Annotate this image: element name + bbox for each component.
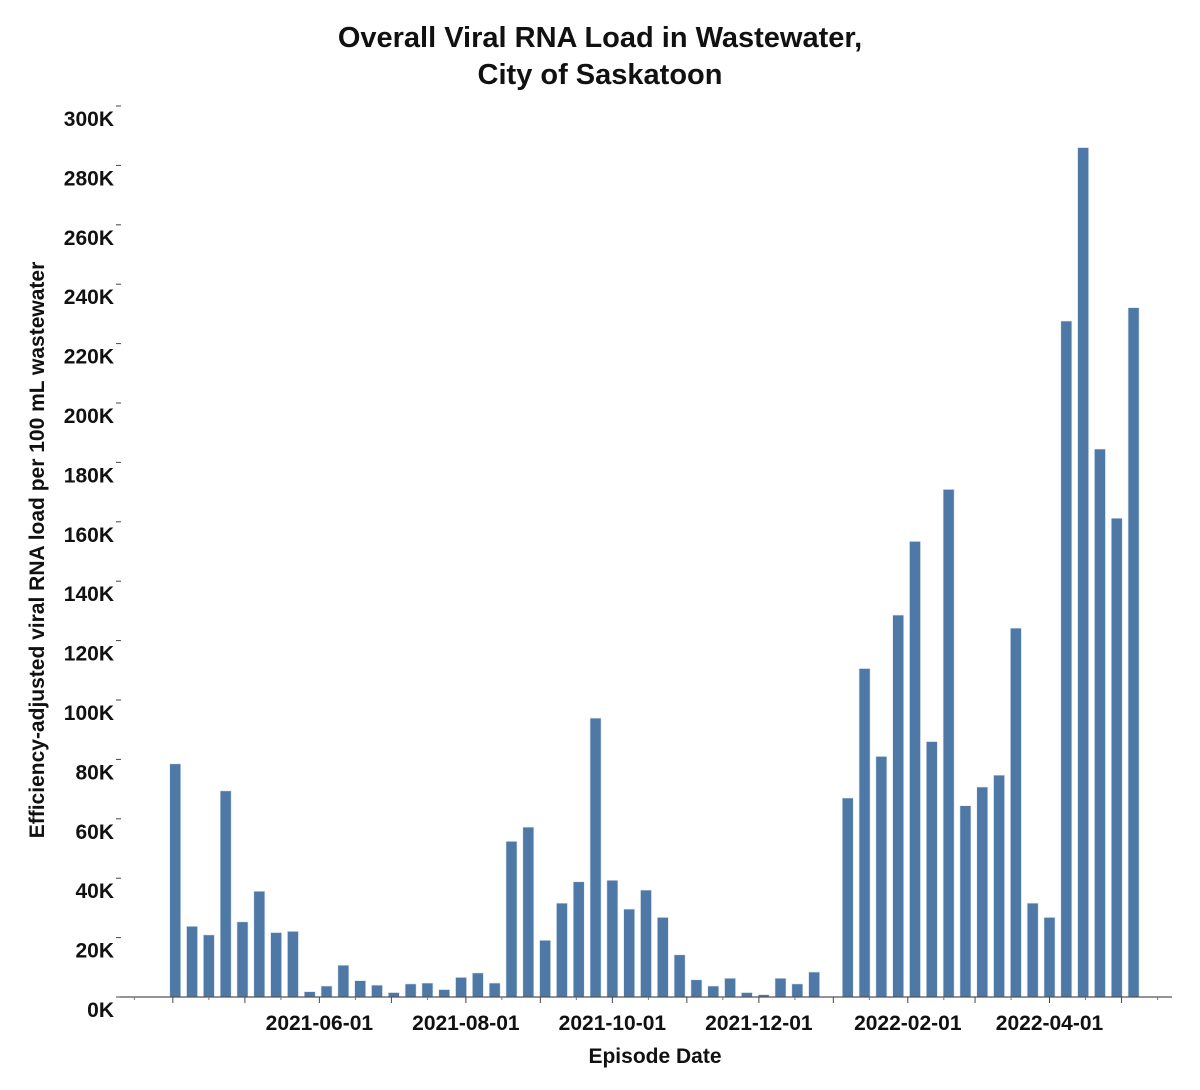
bar <box>976 786 989 998</box>
bar <box>472 972 484 998</box>
bar <box>354 980 366 998</box>
bar <box>488 982 501 998</box>
x-tick-label: 2021-06-01 <box>266 1012 374 1035</box>
bar <box>1077 147 1089 998</box>
bar <box>926 741 938 998</box>
bar <box>589 717 602 998</box>
bar <box>270 932 282 998</box>
bar <box>572 881 585 998</box>
bar <box>505 841 518 998</box>
y-axis: 0K 20K 40K 60K 80K 100K 120K 140K 160K 180K 200K 22… <box>64 105 121 1022</box>
bar <box>203 934 215 998</box>
x-tick-label: 2021-10-01 <box>559 1012 667 1035</box>
bar <box>909 541 921 998</box>
bar <box>892 614 904 998</box>
bar <box>556 902 568 998</box>
bars-group <box>169 147 1140 998</box>
x-axis: 2021-06-01 2021-08-01 2021-10-01 2021-12-01… <box>120 996 1172 1035</box>
bar <box>858 668 871 998</box>
bar <box>741 992 753 998</box>
y-tick-label: 20K <box>75 940 114 963</box>
bar <box>690 979 703 998</box>
bar <box>388 992 400 998</box>
bar <box>186 926 198 998</box>
y-tick-label: 60K <box>75 821 114 844</box>
y-tick-label: 180K <box>64 464 114 487</box>
bar <box>1060 320 1073 998</box>
bar <box>371 984 383 998</box>
bar <box>337 964 350 998</box>
bar <box>1043 917 1056 998</box>
chart-title: Overall Viral RNA Load in Wastewater, Ci… <box>0 20 1200 94</box>
bar <box>1110 517 1123 998</box>
y-tick-label: 260K <box>64 227 114 250</box>
bar <box>438 989 451 998</box>
bar <box>724 977 736 998</box>
chart-title-line-1: Overall Viral RNA Load in Wastewater, <box>337 22 863 54</box>
bar <box>791 983 804 998</box>
bar <box>320 985 333 998</box>
bar <box>707 985 720 998</box>
bar <box>942 489 955 998</box>
y-tick-label: 100K <box>64 702 114 725</box>
bar <box>219 790 232 998</box>
bar <box>1026 902 1039 998</box>
y-tick-label: 220K <box>64 346 114 369</box>
bar <box>303 991 316 998</box>
bar <box>640 889 652 998</box>
bar <box>236 921 249 998</box>
bar <box>993 774 1005 998</box>
y-tick-label: 80K <box>75 761 114 784</box>
x-tick-label: 2021-08-01 <box>412 1012 520 1035</box>
bar <box>875 756 888 998</box>
bar <box>404 983 417 998</box>
bar <box>522 826 535 998</box>
bar <box>959 805 972 998</box>
bar <box>1010 627 1022 998</box>
bar <box>455 977 467 998</box>
bar <box>421 982 434 998</box>
bar <box>169 763 182 998</box>
chart-title-line-2: City of Saskatoon <box>477 59 723 91</box>
bar <box>808 971 820 998</box>
bar <box>539 939 551 998</box>
y-tick-label: 280K <box>64 167 114 190</box>
y-tick-label: 140K <box>64 583 114 606</box>
y-tick-label: 240K <box>64 286 114 309</box>
x-tick-label: 2022-02-01 <box>854 1012 962 1035</box>
bar <box>841 797 854 998</box>
y-tick-label: 200K <box>64 405 114 428</box>
bar <box>1094 448 1106 998</box>
y-tick-label: 160K <box>64 524 114 547</box>
y-axis-label: Efficiency-adjusted viral RNA load per 1… <box>26 262 49 839</box>
bar <box>1127 307 1140 998</box>
y-tick-label: 120K <box>64 643 114 666</box>
x-tick-label: 2021-12-01 <box>705 1012 813 1035</box>
y-tick-label: 300K <box>64 108 114 131</box>
bar <box>287 931 299 998</box>
x-axis-label: Episode Date <box>588 1045 721 1068</box>
bar <box>657 917 669 998</box>
x-tick-label: 2022-04-01 <box>996 1012 1104 1035</box>
bar <box>774 977 787 998</box>
y-tick-label: 40K <box>75 880 114 903</box>
bar <box>673 954 686 998</box>
y-tick-label: 0K <box>87 999 114 1022</box>
bar <box>623 908 635 998</box>
bar <box>253 890 266 998</box>
bar <box>606 879 619 998</box>
